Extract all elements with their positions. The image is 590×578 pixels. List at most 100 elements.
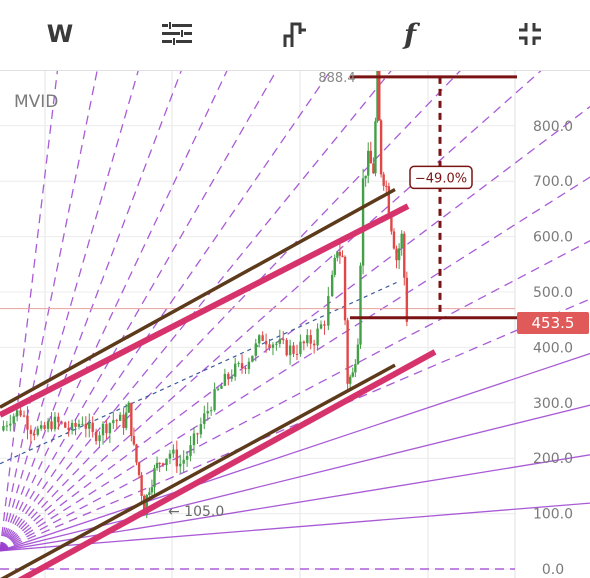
candle-body: [182, 459, 185, 464]
candle-body: [145, 494, 148, 515]
fan-line: [0, 71, 182, 552]
fan-line: [0, 71, 542, 552]
candle-body: [376, 71, 379, 122]
candle-body: [282, 339, 285, 341]
ticker-symbol: MVID: [14, 92, 59, 112]
candle-body: [189, 445, 192, 456]
candle-body: [46, 421, 50, 429]
candle-body: [91, 422, 94, 432]
candle-body: [158, 462, 161, 464]
chart-annotations: 888.4 ← 105.0 −49.0%: [168, 71, 473, 520]
fan-line: [0, 71, 392, 552]
interval-label: W: [46, 20, 74, 48]
candle-body: [316, 328, 319, 346]
candle-body: [108, 423, 112, 434]
candle-body: [161, 463, 165, 466]
candle-body: [309, 335, 312, 344]
chart-type-icon[interactable]: [270, 12, 320, 56]
candle-body: [143, 495, 146, 515]
candle-body: [150, 487, 154, 493]
candle-body: [397, 248, 401, 261]
candle-body: [155, 462, 159, 469]
candle-body: [122, 414, 125, 428]
candle-body: [387, 186, 391, 213]
candle-body: [275, 343, 278, 345]
candle-body: [132, 436, 136, 445]
candle-body: [77, 423, 81, 427]
candle-body: [378, 71, 381, 121]
channel-lower-brown: [0, 363, 396, 578]
candle-body: [233, 363, 237, 377]
candle-body: [118, 414, 122, 421]
candle-body: [343, 256, 347, 321]
candle-body: [271, 344, 275, 348]
candle-body: [333, 257, 336, 275]
candle-body: [60, 422, 63, 424]
candle-body: [240, 363, 244, 369]
candle-body: [74, 422, 77, 427]
candle-body: [327, 296, 330, 326]
fan-line: [0, 298, 590, 552]
candle-body: [285, 339, 288, 356]
gann-fan-lines: [0, 71, 590, 570]
candle-body: [22, 415, 26, 417]
candle-body: [338, 251, 342, 256]
candle-body: [330, 274, 334, 297]
candle-body: [94, 431, 98, 442]
candle-body: [64, 422, 67, 428]
candle-body: [395, 248, 398, 261]
candle-body: [57, 416, 60, 423]
candle-body: [19, 410, 22, 416]
price-chart[interactable]: 0.0 100.0 200.0 300.0 400.0 500.0 600.0 700.0 80…: [0, 71, 590, 578]
candle-body: [319, 324, 323, 329]
candle-body: [98, 435, 101, 442]
candle-body: [354, 364, 357, 373]
candle-body: [53, 416, 57, 430]
change-box: [409, 165, 473, 190]
candle-body: [227, 373, 230, 379]
candle-body: [199, 424, 203, 435]
candle-body: [36, 428, 39, 435]
y-tick-label: 300.0: [533, 396, 573, 412]
candle-body: [254, 343, 257, 356]
candle-body: [237, 363, 240, 365]
fan-line: [0, 71, 228, 552]
candle-body: [88, 422, 91, 429]
candle-body: [349, 376, 352, 384]
candle-body: [390, 212, 393, 232]
function-button[interactable]: f: [385, 12, 435, 56]
fan-line: [0, 352, 590, 552]
candle-body: [292, 345, 295, 354]
candle-body: [9, 423, 12, 426]
candle-body: [405, 277, 409, 322]
candle-body: [213, 389, 216, 411]
candle-body: [251, 355, 254, 362]
y-tick-label: 500.0: [533, 285, 573, 301]
candle-body: [130, 402, 133, 437]
candle-body: [392, 231, 396, 249]
channel-lower-magenta: [17, 349, 437, 578]
candle-body: [223, 373, 227, 386]
candle-body: [148, 492, 151, 495]
candle-body: [29, 429, 33, 435]
candle-body: [351, 372, 354, 377]
candle-body: [336, 251, 339, 258]
fan-line: [0, 71, 98, 551]
candle-body: [185, 455, 189, 460]
candlestick-series: [2, 71, 409, 519]
candle-body: [196, 433, 199, 435]
candle-body: [278, 339, 282, 344]
indicator-settings-icon[interactable]: [152, 12, 202, 56]
candle-body: [372, 163, 375, 174]
candle-body: [33, 434, 36, 436]
interval-button[interactable]: W: [35, 12, 85, 56]
candle-body: [306, 335, 309, 344]
fullscreen-icon[interactable]: [505, 12, 555, 56]
candle-body: [364, 175, 367, 179]
candle-body: [5, 425, 9, 427]
candle-body: [50, 421, 53, 430]
candle-body: [216, 388, 220, 390]
candle-body: [302, 341, 306, 344]
y-tick-label: 400.0: [533, 340, 573, 356]
fan-line: [0, 502, 590, 552]
